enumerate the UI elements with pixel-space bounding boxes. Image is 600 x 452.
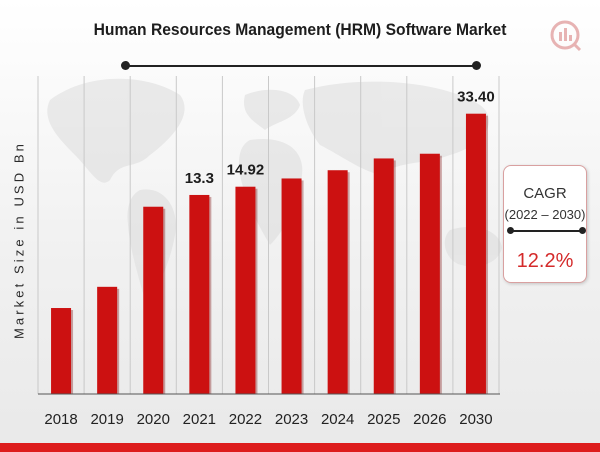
cagr-value: 12.2% xyxy=(516,250,574,272)
x-tick-label: 2021 xyxy=(183,411,216,428)
data-label: 14.92 xyxy=(227,162,265,179)
title-underline xyxy=(125,65,477,67)
bottom-accent-bar xyxy=(0,443,600,452)
x-tick-label: 2020 xyxy=(137,411,170,428)
bar xyxy=(235,186,256,394)
bar xyxy=(51,308,72,394)
title-underline-right-dot xyxy=(472,61,481,70)
bar xyxy=(419,153,440,394)
x-tick-label: 2019 xyxy=(90,411,123,428)
cagr-divider-left-dot xyxy=(507,227,514,234)
x-tick-label: 2025 xyxy=(367,411,400,428)
cagr-divider xyxy=(510,230,582,232)
bar xyxy=(327,170,348,394)
title-underline-left-dot xyxy=(121,61,130,70)
bar xyxy=(373,158,394,394)
bar xyxy=(281,178,302,394)
bar xyxy=(143,206,164,394)
data-label: 13.3 xyxy=(185,170,214,187)
mrfr-logo-icon xyxy=(550,20,582,52)
data-label: 33.40 xyxy=(457,89,495,106)
bar xyxy=(189,194,210,394)
chart-title: Human Resources Management (HRM) Softwar… xyxy=(93,20,507,39)
bar xyxy=(97,286,118,394)
x-tick-label: 2023 xyxy=(275,411,308,428)
x-tick-label: 2024 xyxy=(321,411,354,428)
cagr-box: CAGR (2022 – 2030) 12.2% xyxy=(503,165,587,283)
x-tick-label: 2018 xyxy=(44,411,77,428)
bar xyxy=(465,113,486,394)
cagr-title: CAGR xyxy=(523,185,567,202)
x-tick-label: 2026 xyxy=(413,411,446,428)
cagr-divider-right-dot xyxy=(579,227,586,234)
cagr-period: (2022 – 2030) xyxy=(504,207,586,222)
x-tick-label: 2030 xyxy=(459,411,492,428)
x-tick-label: 2022 xyxy=(229,411,262,428)
